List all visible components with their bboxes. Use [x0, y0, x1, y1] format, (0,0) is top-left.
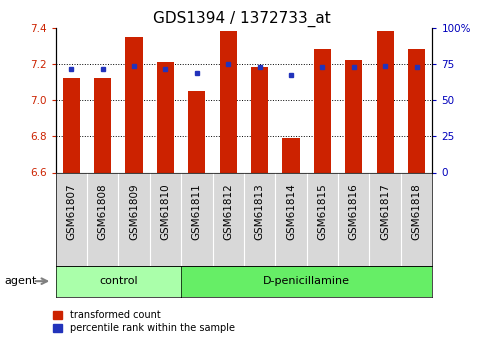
Text: control: control [99, 276, 138, 286]
Bar [408, 49, 425, 172]
Text: GSM61814: GSM61814 [286, 184, 296, 240]
Text: GDS1394 / 1372733_at: GDS1394 / 1372733_at [153, 10, 330, 27]
Text: GSM61817: GSM61817 [380, 184, 390, 240]
Text: GSM61813: GSM61813 [255, 184, 265, 240]
Bar [157, 62, 174, 172]
Text: GSM61812: GSM61812 [223, 184, 233, 240]
Text: GSM61816: GSM61816 [349, 184, 359, 240]
Bar [126, 37, 142, 172]
Bar [345, 60, 362, 172]
Bar [188, 91, 205, 172]
Bar [94, 78, 111, 172]
Text: GSM61818: GSM61818 [412, 184, 422, 240]
Bar [377, 31, 394, 173]
Text: agent: agent [5, 276, 37, 286]
Text: GSM61815: GSM61815 [317, 184, 327, 240]
Text: D-penicillamine: D-penicillamine [263, 276, 350, 286]
Text: GSM61810: GSM61810 [160, 184, 170, 240]
Bar [314, 49, 331, 172]
Text: GSM61807: GSM61807 [66, 184, 76, 240]
Bar [283, 138, 299, 172]
Text: GSM61811: GSM61811 [192, 184, 202, 240]
Bar [251, 68, 268, 172]
Bar [63, 78, 80, 172]
Text: GSM61808: GSM61808 [98, 184, 108, 240]
Legend: transformed count, percentile rank within the sample: transformed count, percentile rank withi… [53, 310, 235, 333]
Bar [220, 31, 237, 173]
Text: GSM61809: GSM61809 [129, 184, 139, 240]
